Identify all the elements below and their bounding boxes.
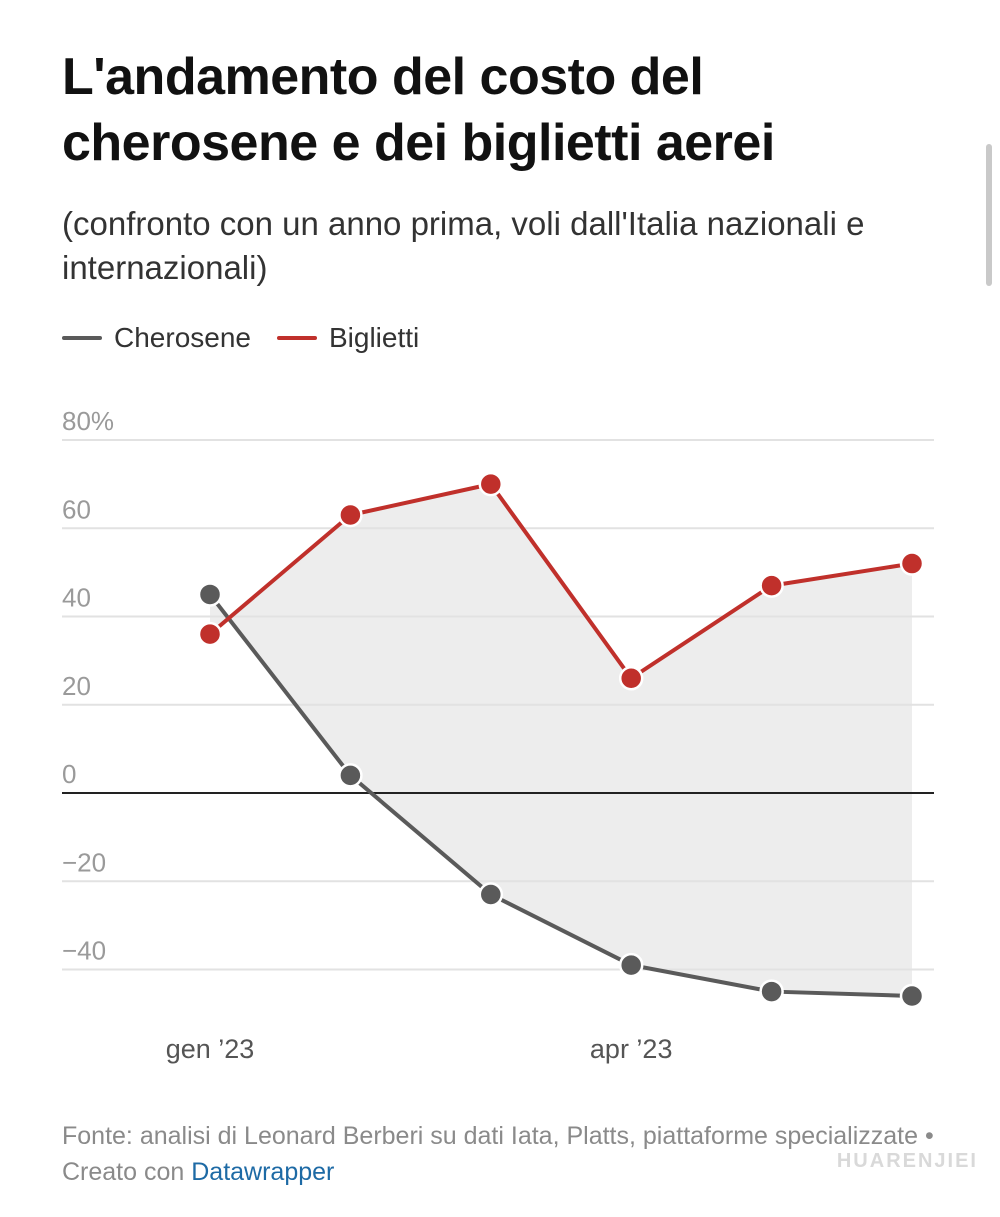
chart-title: L'andamento del costo del cherosene e de… <box>62 48 775 172</box>
data-point-biglietti <box>478 471 504 497</box>
data-point-biglietti <box>759 573 784 598</box>
legend-label-cherosene: Cherosene <box>114 322 251 353</box>
legend-item-cherosene: Cherosene <box>62 322 251 354</box>
watermark-logo: HUARENJIEI <box>836 1150 978 1172</box>
line-chart: 80% 60 40 20 0 −20 −40 gen ’23 apr ’23 <box>62 406 934 1064</box>
fill-between-area <box>210 484 912 996</box>
x-tick-label: apr ’23 <box>590 1034 673 1064</box>
y-tick-label: 80% <box>62 406 114 436</box>
data-point-cherosene <box>197 582 223 607</box>
datawrapper-link[interactable]: Datawrapper <box>191 1158 335 1186</box>
scrollbar[interactable] <box>986 144 992 286</box>
legend-swatch-cherosene <box>62 336 102 340</box>
y-tick-label: 20 <box>62 671 91 701</box>
data-point-cherosene <box>338 763 363 788</box>
data-point-cherosene <box>618 952 644 978</box>
y-tick-label: 60 <box>62 494 91 524</box>
y-tick-label: 0 <box>62 759 76 789</box>
legend: Cherosene Biglietti <box>62 322 445 354</box>
x-tick-label: gen ’23 <box>166 1034 255 1064</box>
legend-label-biglietti: Biglietti <box>328 322 420 353</box>
data-point-biglietti <box>618 666 644 691</box>
legend-swatch-biglietti <box>276 336 317 340</box>
series-line-cherosene <box>208 592 914 998</box>
data-point-biglietti <box>338 502 363 528</box>
data-point-biglietti <box>197 621 223 647</box>
y-tick-label: −20 <box>62 847 106 877</box>
chart-subtitle: (confronto con un anno prima, voli dall'… <box>62 205 865 286</box>
data-point-cherosene <box>478 882 504 907</box>
source-text: Fonte: analisi di Leonard Berberi su dat… <box>62 1122 934 1186</box>
legend-item-biglietti: Biglietti <box>276 322 420 354</box>
series-line-biglietti <box>208 482 914 681</box>
data-point-cherosene <box>759 979 784 1004</box>
y-tick-label: −40 <box>62 936 106 966</box>
footer: Fonte: analisi di Leonard Berberi su dat… <box>62 1118 942 1190</box>
data-point-biglietti <box>899 551 925 576</box>
data-point-cherosene <box>899 983 925 1009</box>
y-tick-label: 40 <box>62 583 91 613</box>
